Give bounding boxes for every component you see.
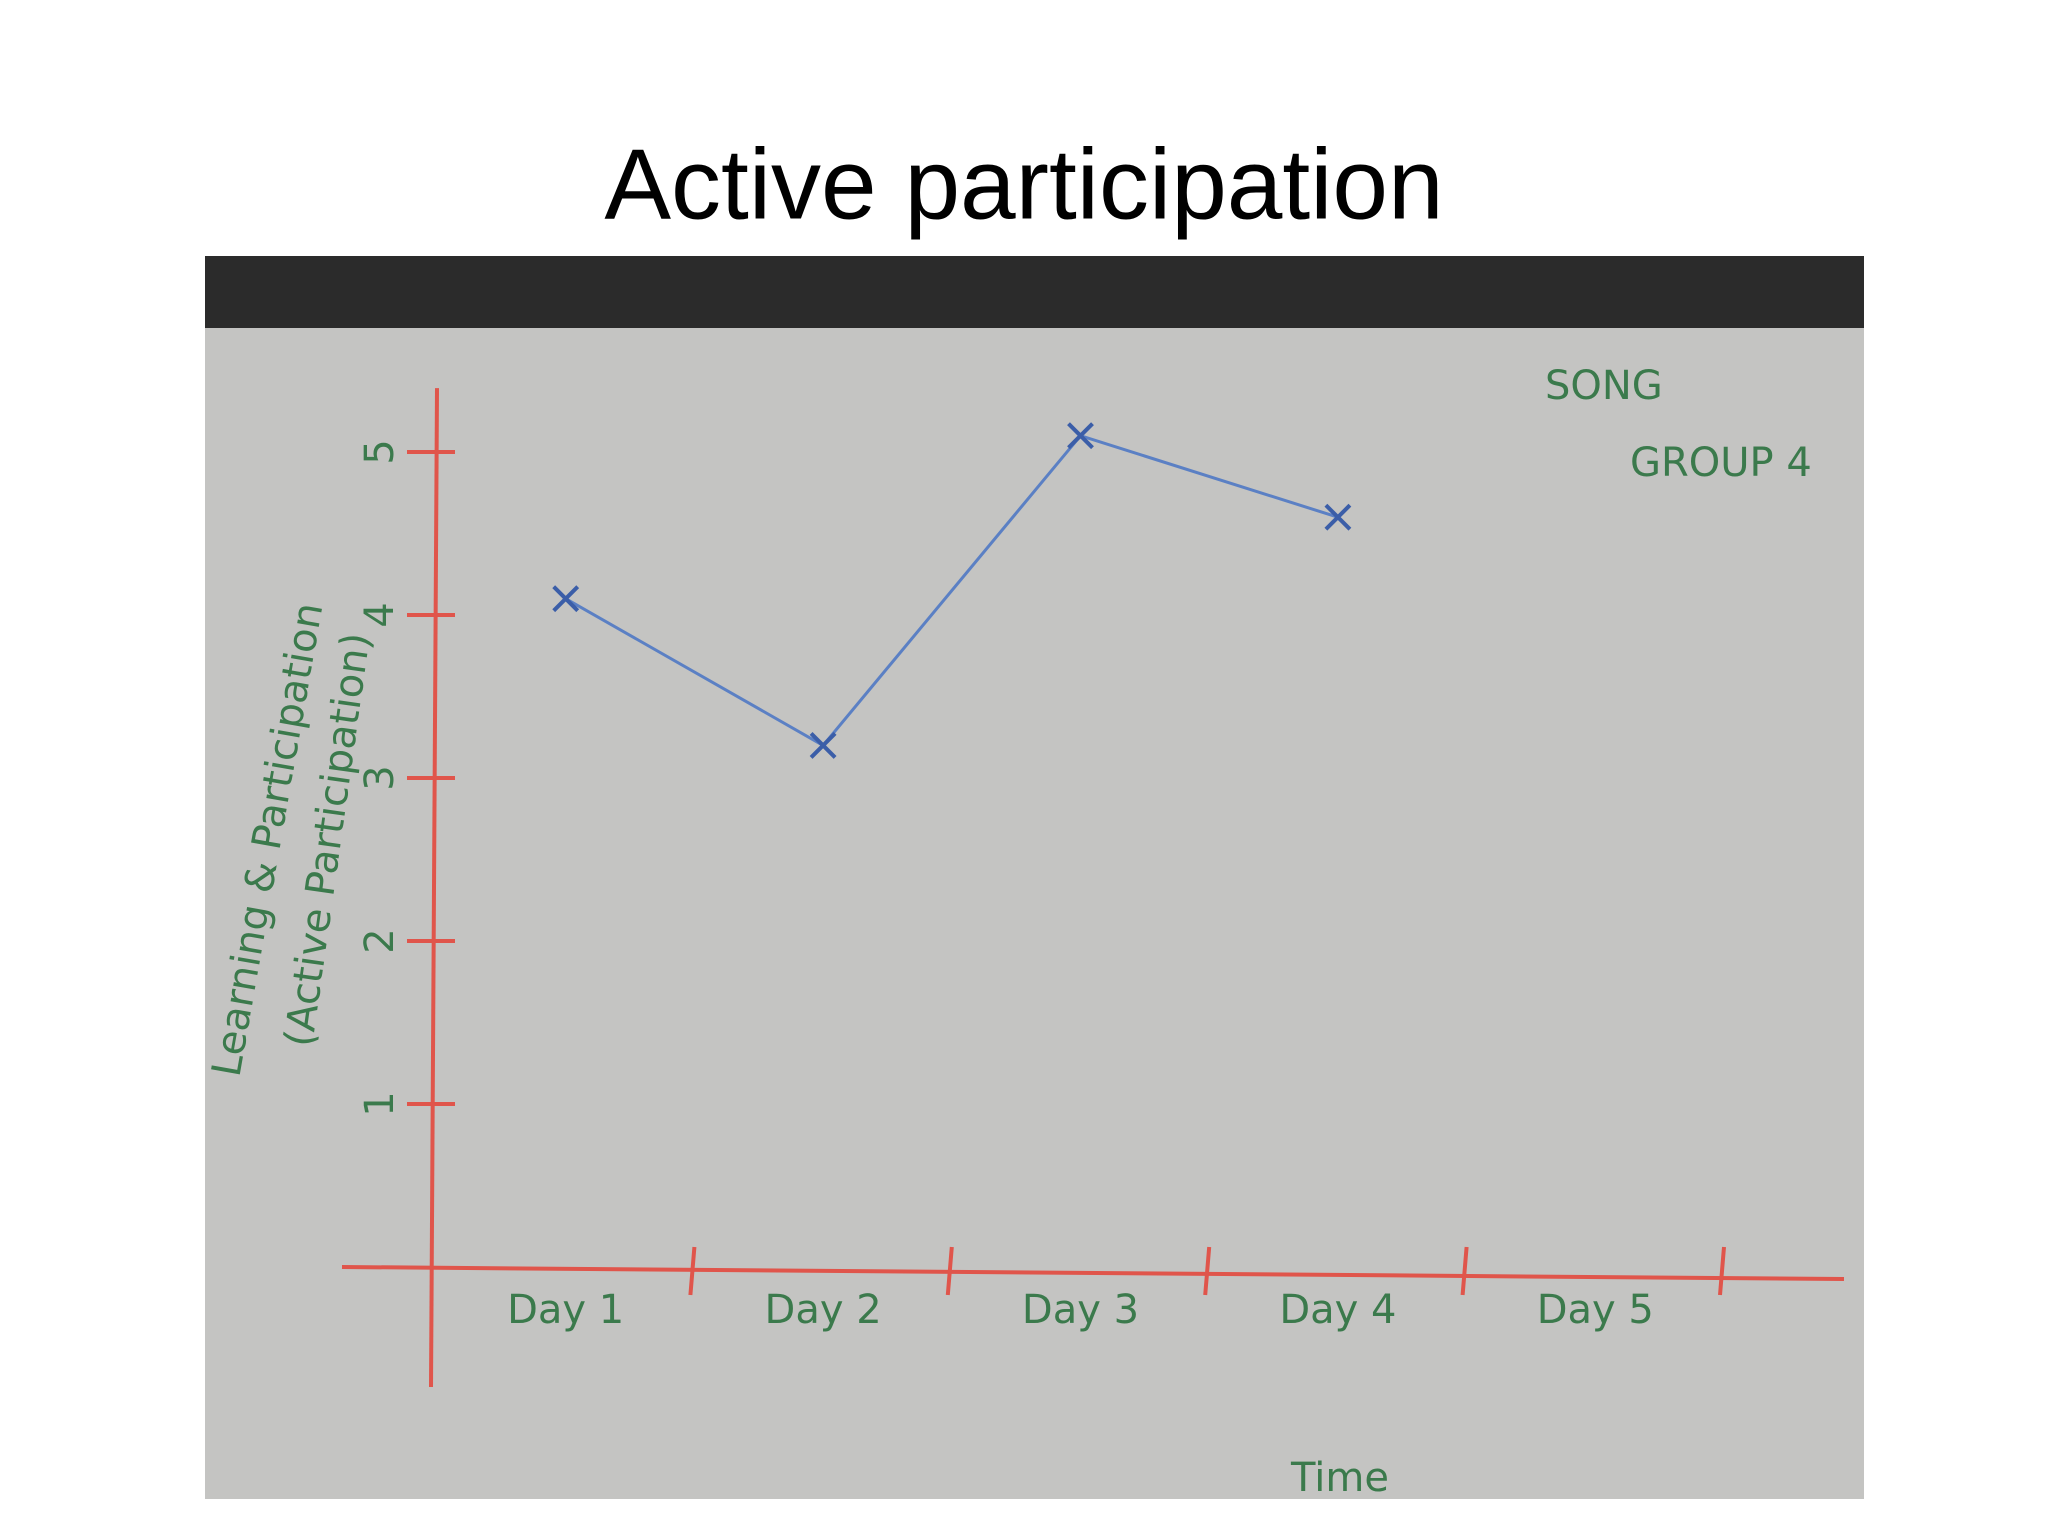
- x-tick-label: Day 5: [1537, 1287, 1654, 1333]
- x-tick-label: Day 1: [507, 1287, 624, 1333]
- x-axis: [341, 1265, 1845, 1281]
- x-tick: [945, 1246, 954, 1296]
- y-axis: [429, 388, 439, 1388]
- annotation: GROUP 4: [1630, 440, 1812, 486]
- data-point: [1324, 503, 1352, 531]
- x-tick-label: Day 2: [765, 1287, 882, 1333]
- data-point: [552, 585, 580, 613]
- y-tick-label: 5: [357, 439, 403, 464]
- x-tick-label: Day 4: [1279, 1287, 1396, 1333]
- x-axis-label: Time: [1290, 1455, 1389, 1501]
- x-tick: [1718, 1246, 1726, 1296]
- data-point: [1067, 422, 1094, 450]
- data-line: [564, 433, 1339, 748]
- y-tick-label: 1: [357, 1091, 403, 1116]
- annotation: SONG: [1545, 363, 1663, 409]
- y-tick-label: 2: [357, 928, 403, 953]
- data-point: [809, 731, 837, 759]
- x-tick: [688, 1246, 697, 1296]
- x-tick: [1203, 1246, 1212, 1296]
- y-tick-label: 4: [357, 602, 403, 627]
- y-tick-label: 3: [357, 765, 403, 790]
- photo-background: [205, 256, 1864, 328]
- chart-title: Active participation: [604, 128, 1443, 240]
- x-tick-label: Day 3: [1022, 1287, 1139, 1333]
- x-tick: [1460, 1246, 1469, 1296]
- photo-paper: [205, 256, 1864, 1499]
